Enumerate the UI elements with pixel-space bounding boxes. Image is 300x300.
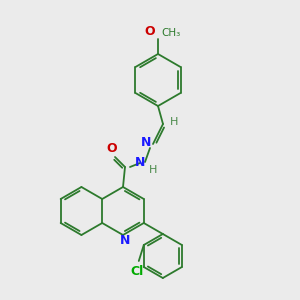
Text: N: N: [141, 136, 151, 148]
Text: N: N: [135, 157, 145, 169]
Text: Cl: Cl: [130, 265, 143, 278]
Text: CH₃: CH₃: [161, 28, 180, 38]
Text: O: O: [107, 142, 117, 155]
Text: N: N: [120, 235, 130, 248]
Text: O: O: [144, 25, 155, 38]
Text: H: H: [149, 165, 157, 175]
Text: H: H: [170, 117, 178, 127]
